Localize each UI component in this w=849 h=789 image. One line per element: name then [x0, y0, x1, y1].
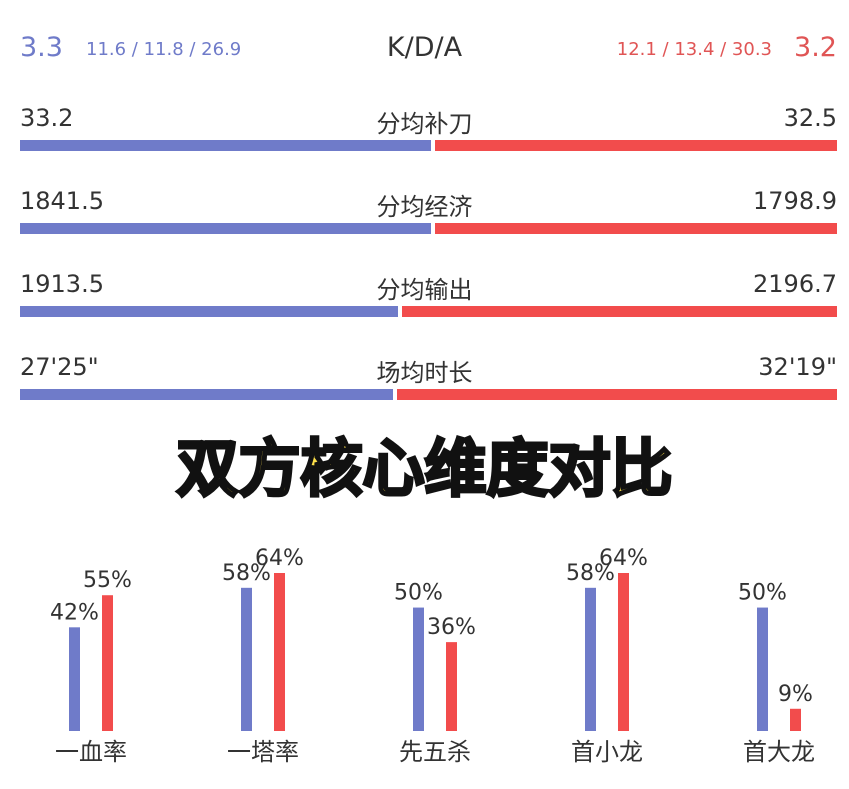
- stat-bar-left: [20, 140, 431, 151]
- category-label: 先五杀: [399, 738, 471, 766]
- stat-bar-left: [20, 389, 394, 400]
- stat-right-value: 32'19": [758, 353, 837, 381]
- bar-blue: [413, 607, 424, 731]
- stat-label: 分均输出: [376, 276, 473, 304]
- category-label: 首大龙: [743, 738, 815, 766]
- bar-data-label: 64%: [599, 546, 648, 571]
- stat-bar-right: [434, 140, 837, 151]
- stat-right-value: 1798.9: [753, 187, 837, 215]
- stat-label: 分均经济: [376, 193, 473, 221]
- stat-left-value: 27'25": [20, 353, 99, 381]
- bar-red: [274, 573, 285, 731]
- headline: 双方核心维度对比: [175, 431, 674, 507]
- bar-red: [446, 642, 457, 731]
- kda-left-detail: 11.6 / 11.8 / 26.9: [86, 39, 242, 60]
- stat-right-value: 32.5: [783, 104, 837, 132]
- category-label: 一塔率: [227, 738, 299, 766]
- bar-blue: [241, 587, 252, 731]
- category-label: 首小龙: [571, 738, 643, 766]
- bar-data-label: 50%: [738, 581, 787, 606]
- stat-left-value: 33.2: [20, 104, 74, 132]
- bar-data-label: 9%: [778, 682, 813, 707]
- bar-data-label: 64%: [255, 546, 304, 571]
- bar-data-label: 58%: [566, 561, 615, 586]
- stat-bar-right: [402, 306, 837, 317]
- kda-right-value: 3.2: [794, 32, 837, 63]
- bar-blue: [585, 587, 596, 731]
- bar-red: [790, 708, 801, 731]
- bar-data-label: 50%: [394, 581, 443, 606]
- kda-left-value: 3.3: [20, 32, 63, 63]
- objective-rate-chart: 42%55%一血率58%64%一塔率50%36%先五杀58%64%首小龙50%9…: [50, 546, 815, 766]
- stat-left-value: 1841.5: [20, 187, 104, 215]
- kda-title: K/D/A: [386, 32, 463, 63]
- stat-left-value: 1913.5: [20, 270, 104, 298]
- stat-label: 场均时长: [376, 359, 473, 387]
- bar-data-label: 55%: [83, 568, 132, 593]
- stat-bar-left: [20, 306, 399, 317]
- bar-red: [102, 595, 113, 731]
- stat-bar-left: [20, 223, 432, 234]
- bar-blue: [757, 607, 768, 731]
- bar-data-label: 58%: [222, 561, 271, 586]
- bar-data-label: 36%: [427, 615, 476, 640]
- bar-red: [618, 573, 629, 731]
- category-label: 一血率: [55, 738, 127, 766]
- stat-right-value: 2196.7: [753, 270, 837, 298]
- stat-label: 分均补刀: [376, 110, 473, 138]
- bar-data-label: 42%: [50, 600, 99, 625]
- stat-bar-right: [435, 223, 837, 234]
- stat-bar-right: [397, 389, 837, 400]
- bar-blue: [69, 627, 80, 731]
- kda-right-detail: 12.1 / 13.4 / 30.3: [616, 39, 772, 60]
